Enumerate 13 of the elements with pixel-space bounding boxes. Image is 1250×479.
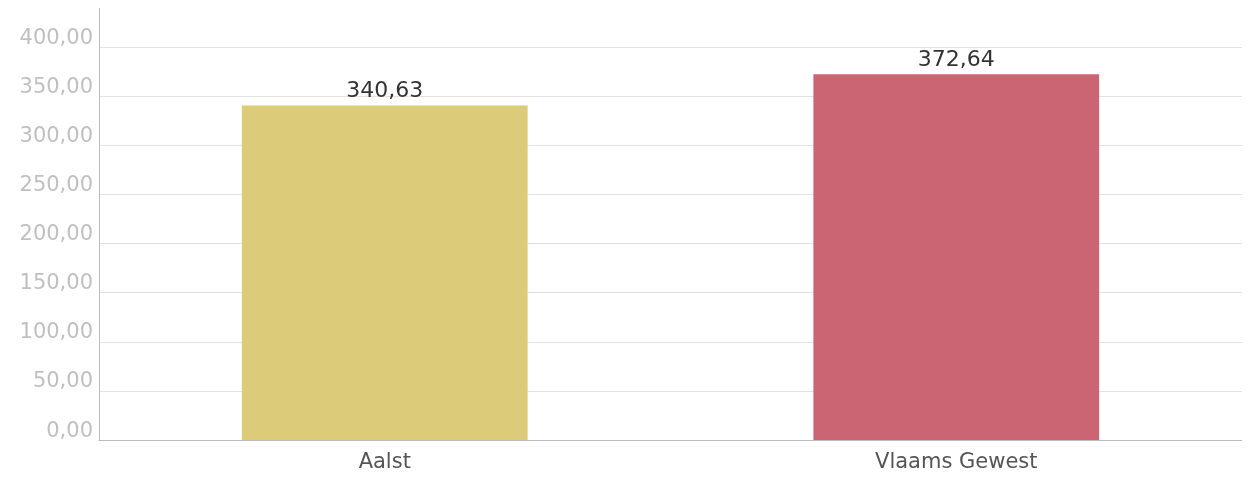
- data-label: 340,63: [346, 77, 424, 103]
- data-label: 372,64: [917, 45, 995, 71]
- y-tick-label: 300,00: [19, 122, 93, 147]
- x-tick-label: Aalst: [358, 448, 411, 473]
- y-tick-label: 200,00: [19, 221, 93, 246]
- y-tick-label: 100,00: [19, 319, 93, 344]
- y-tick-label: 400,00: [19, 24, 93, 49]
- y-tick-label: 50,00: [32, 368, 93, 393]
- y-tick-label: 0,00: [46, 417, 93, 442]
- y-tick-label: 250,00: [19, 172, 93, 197]
- x-tick-label: Vlaams Gewest: [875, 448, 1038, 473]
- y-tick-label: 350,00: [19, 73, 93, 98]
- y-tick-label: 150,00: [19, 270, 93, 295]
